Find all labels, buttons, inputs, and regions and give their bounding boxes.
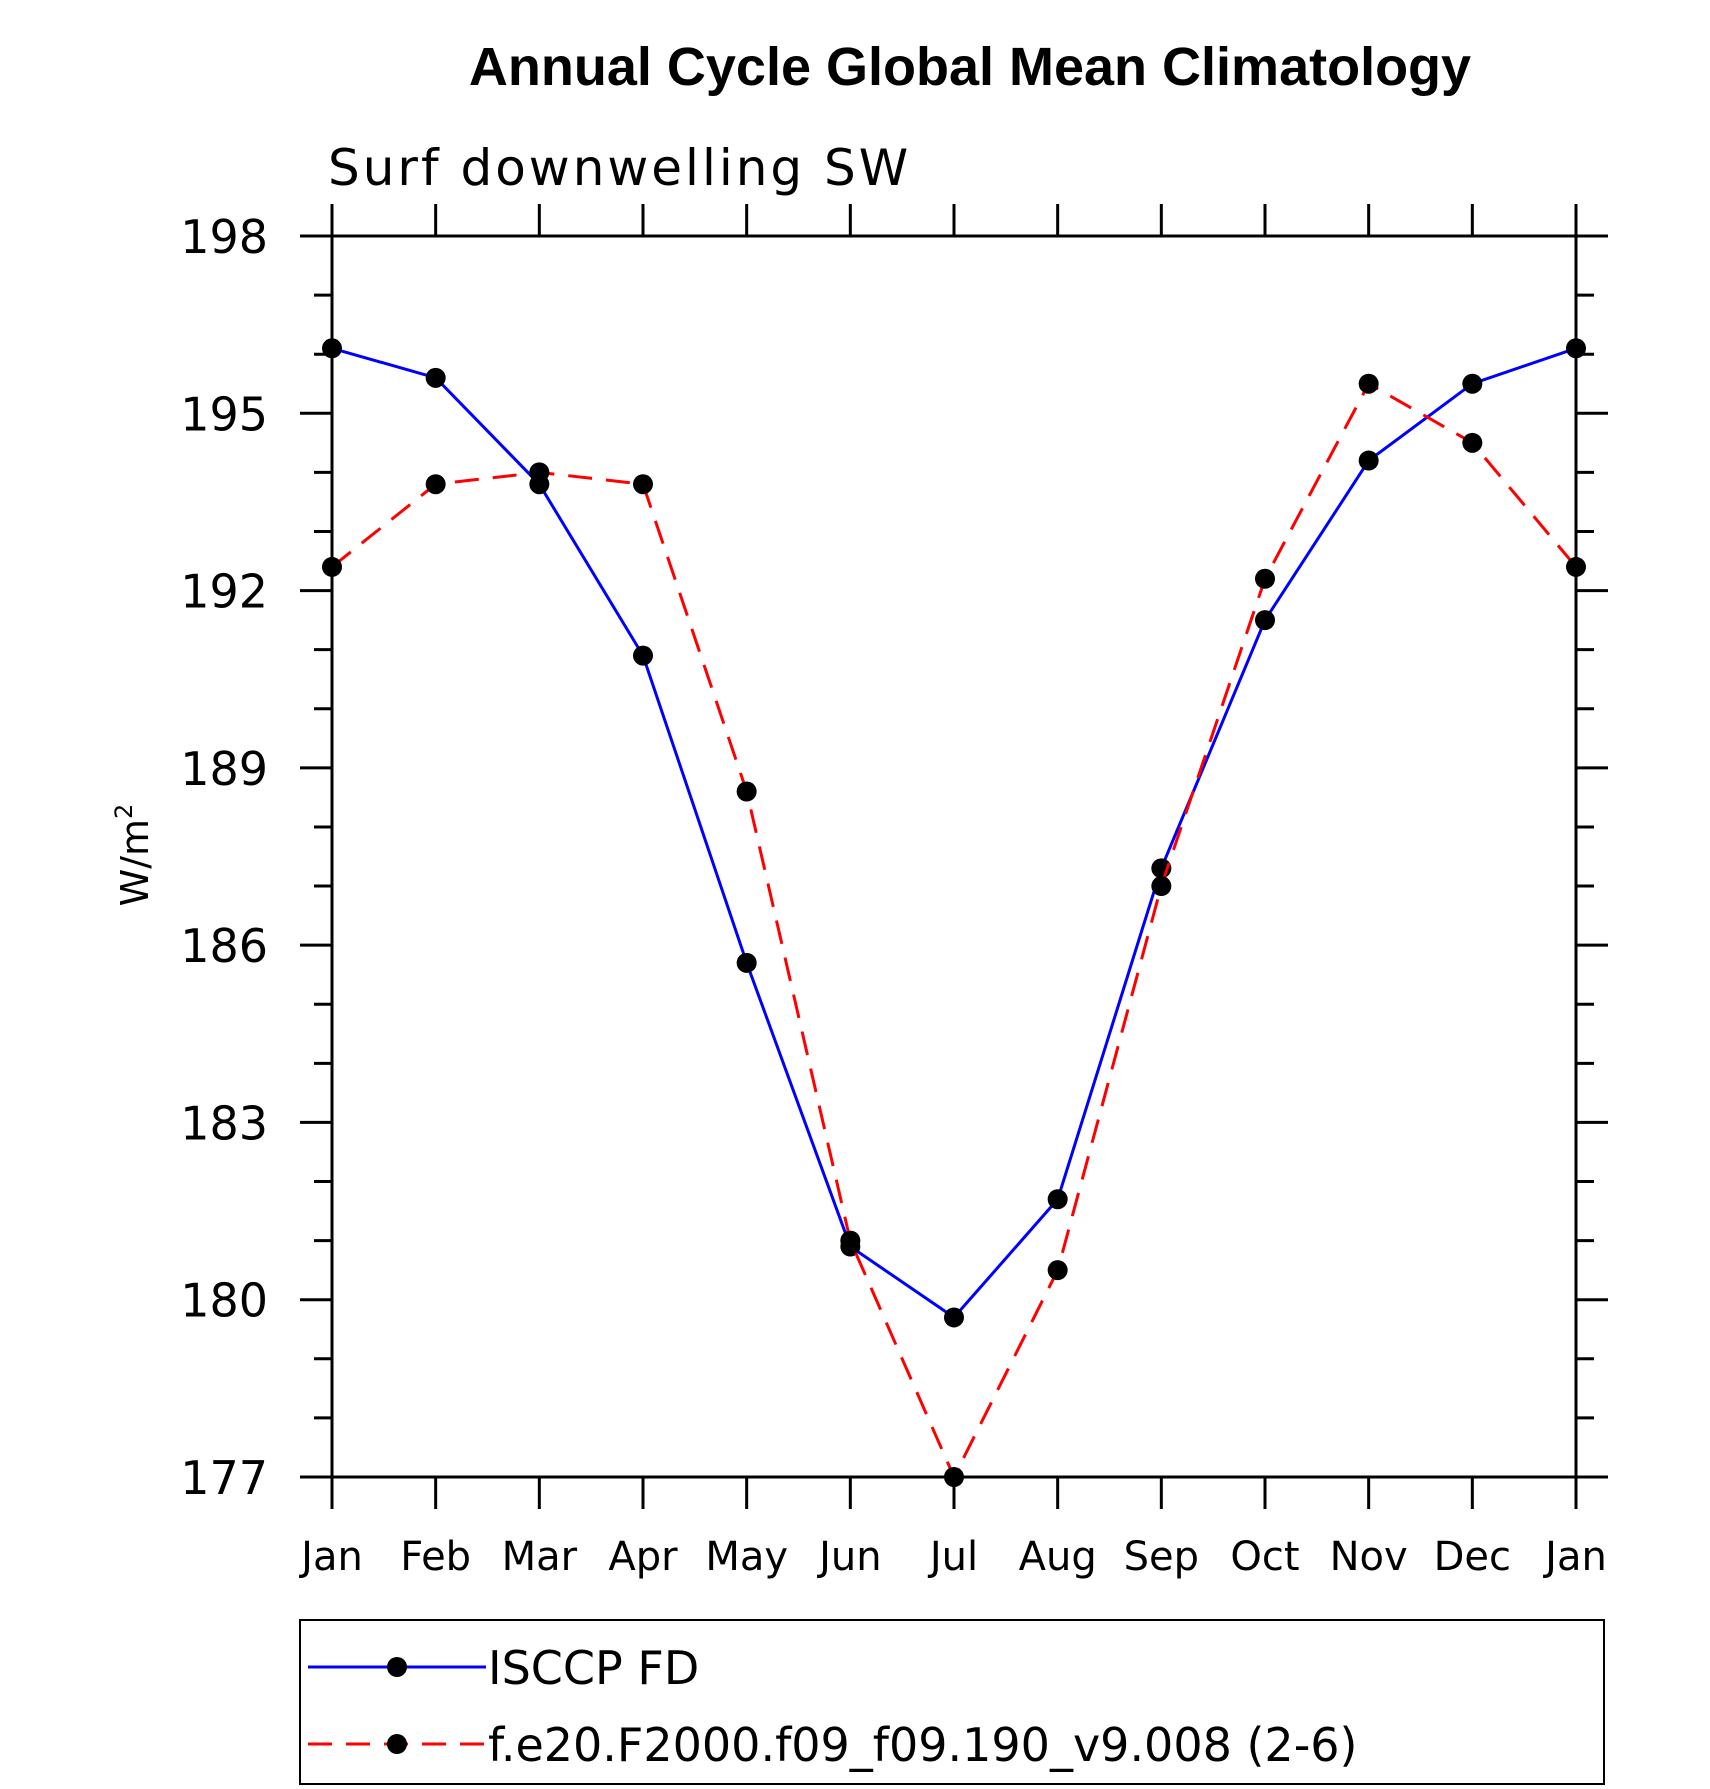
data-point bbox=[1047, 1189, 1068, 1210]
x-tick-label: Aug bbox=[1019, 1534, 1097, 1580]
y-tick-label: 177 bbox=[180, 1451, 268, 1505]
data-point bbox=[322, 338, 342, 359]
data-point bbox=[1047, 1260, 1068, 1281]
x-tick-label: Jan bbox=[1542, 1534, 1607, 1580]
x-tick-label: Feb bbox=[400, 1534, 471, 1580]
y-tick-label: 183 bbox=[180, 1096, 268, 1150]
data-point bbox=[840, 1230, 861, 1251]
y-axis-label-superscript: 2 bbox=[110, 804, 138, 819]
data-point bbox=[425, 367, 446, 388]
y-tick-label: 192 bbox=[180, 565, 268, 619]
svg-text:W/m2: W/m2 bbox=[110, 804, 157, 907]
data-point bbox=[1462, 432, 1483, 453]
plot-frame bbox=[330, 234, 1578, 1479]
legend-marker bbox=[387, 1734, 407, 1754]
legend-marker bbox=[387, 1657, 407, 1677]
x-tick-label: May bbox=[705, 1534, 788, 1580]
x-tick-label: Sep bbox=[1124, 1534, 1199, 1580]
x-tick-label: Jan bbox=[298, 1534, 363, 1580]
data-point bbox=[633, 645, 653, 666]
y-axis-label: W/m2 bbox=[110, 804, 157, 907]
legend-entry: f.e20.F2000.f09_f09.190_v9.008 (2-6) bbox=[488, 1718, 1358, 1772]
y-tick-label: 180 bbox=[180, 1274, 268, 1328]
x-tick-label: Nov bbox=[1330, 1534, 1408, 1580]
y-tick-label: 189 bbox=[180, 742, 268, 796]
data-point bbox=[322, 556, 342, 577]
data-point bbox=[736, 952, 757, 973]
data-point bbox=[633, 474, 653, 495]
data-point bbox=[425, 474, 446, 495]
data-point bbox=[1358, 373, 1379, 394]
chart-title: Annual Cycle Global Mean Climatology bbox=[469, 37, 1471, 97]
x-tick-label: Mar bbox=[502, 1534, 578, 1580]
data-point bbox=[1358, 450, 1379, 471]
legend-entry: ISCCP FD bbox=[488, 1641, 699, 1695]
y-tick-label: 198 bbox=[180, 210, 268, 264]
y-tick-label: 186 bbox=[180, 919, 268, 973]
data-point bbox=[1151, 876, 1172, 897]
data-point bbox=[1566, 556, 1586, 577]
data-point bbox=[736, 781, 757, 802]
data-point bbox=[529, 462, 550, 483]
x-tick-label: Jul bbox=[927, 1534, 978, 1580]
legend-box bbox=[299, 1619, 1605, 1785]
y-tick-label: 195 bbox=[180, 387, 268, 441]
x-tick-label: Dec bbox=[1434, 1534, 1511, 1580]
data-point bbox=[944, 1467, 964, 1487]
data-point bbox=[944, 1307, 964, 1328]
data-point bbox=[1255, 610, 1275, 631]
data-point bbox=[1255, 568, 1275, 589]
plot-layer: 177 180 183 186 189 192 195 198 Jan Feb Mar Apr May J… bbox=[180, 204, 1608, 1580]
x-tick-label: Jun bbox=[816, 1534, 882, 1580]
data-point bbox=[1462, 373, 1483, 394]
x-tick-label: Oct bbox=[1230, 1534, 1299, 1580]
legend: ISCCP FD f.e20.F2000.f09_f09.190_v9.008 (… bbox=[299, 1619, 1605, 1785]
chart-subtitle: Surf downwelling SW bbox=[328, 139, 911, 197]
x-tick-label: Apr bbox=[608, 1534, 678, 1580]
data-point bbox=[1566, 338, 1586, 359]
y-axis-label-text: W/m bbox=[113, 819, 157, 906]
series-line bbox=[331, 346, 1577, 1320]
